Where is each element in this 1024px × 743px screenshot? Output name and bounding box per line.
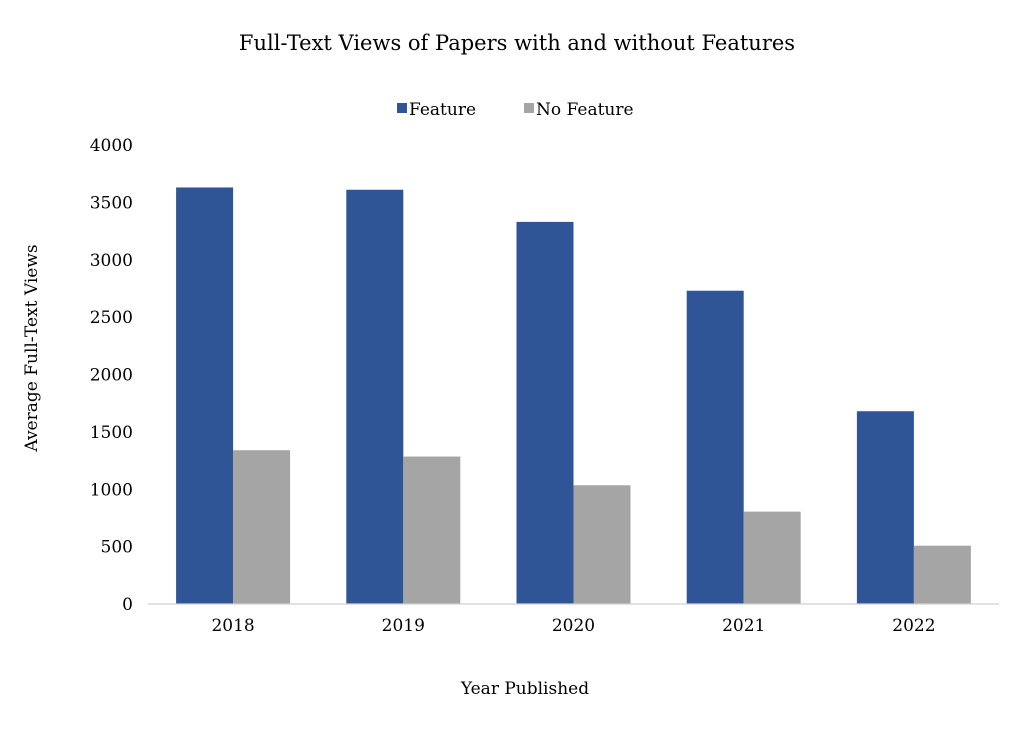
legend-swatch-feature (397, 103, 407, 113)
legend-label: Feature (409, 100, 476, 120)
bar-feature-2022 (856, 411, 914, 604)
y-tick-label: 1500 (90, 423, 133, 443)
y-tick-label: 4000 (90, 136, 133, 156)
bar-feature-2019 (346, 189, 404, 604)
y-tick-label: 0 (122, 595, 133, 615)
x-axis-label: Year Published (460, 679, 589, 699)
bar-no-feature-2021 (743, 511, 801, 604)
x-axis-ticks: 2018 2019 2020 2021 2022 (211, 616, 935, 636)
bar-feature-2018 (176, 187, 234, 604)
bar-no-feature-2020 (573, 485, 631, 604)
bar-feature-2020 (516, 221, 574, 604)
x-tick-label: 2021 (722, 616, 765, 636)
bar-no-feature-2018 (233, 450, 291, 604)
x-tick-label: 2022 (892, 616, 935, 636)
legend: Feature No Feature (397, 100, 634, 120)
bars (176, 187, 971, 604)
legend-label: No Feature (536, 100, 634, 120)
y-axis-ticks: 0 500 1000 1500 2000 2500 3000 3500 4000 (90, 136, 133, 615)
bar-no-feature-2019 (403, 456, 461, 604)
y-tick-label: 1000 (90, 480, 133, 500)
y-tick-label: 2000 (90, 366, 133, 386)
y-tick-label: 3500 (90, 193, 133, 213)
y-tick-label: 500 (101, 538, 133, 558)
chart-title: Full-Text Views of Papers with and witho… (239, 31, 795, 55)
y-tick-label: 3000 (90, 251, 133, 271)
x-tick-label: 2018 (211, 616, 254, 636)
x-tick-label: 2019 (382, 616, 425, 636)
y-axis-label: Average Full-Text Views (22, 244, 42, 452)
bar-no-feature-2022 (913, 545, 971, 604)
legend-swatch-no-feature (524, 103, 534, 113)
bar-feature-2021 (686, 290, 744, 604)
x-tick-label: 2020 (552, 616, 595, 636)
y-tick-label: 2500 (90, 308, 133, 328)
